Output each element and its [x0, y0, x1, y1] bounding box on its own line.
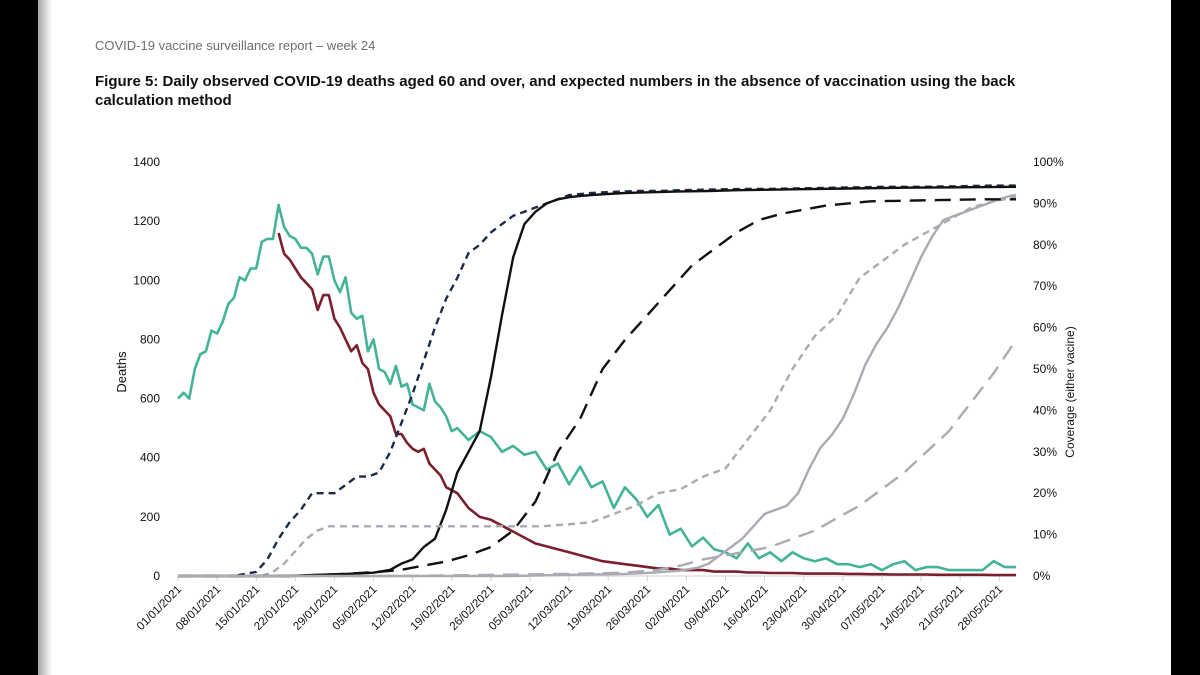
y2-axis-title: Coverage (either vacine): [1063, 326, 1077, 457]
report-page: COVID-19 vaccine surveillance report – w…: [38, 0, 1171, 675]
figure-title: Figure 5: Daily observed COVID-19 deaths…: [95, 73, 1016, 109]
series-line-coverage-dose-2-aged-70-79-late: [178, 339, 1017, 578]
series-line-coverage-dose-2-aged-80-second-dose-long-dash: [178, 198, 1016, 578]
series-line-observed-deaths-60: [177, 203, 1016, 572]
series-line-coverage-dose-1-aged-70-79: [178, 196, 1017, 578]
chart-canvas: 0 200 400 600 800 1000 1200 1400 0% 10% 20% 30% 40%…: [114, 155, 1077, 633]
y-axis-left: 0 200 400 600 800 1000 1200 1400: [133, 155, 160, 583]
y-tick-label: 0: [153, 569, 160, 583]
y-tick-label: 1400: [133, 155, 160, 169]
y-tick-label: 1200: [133, 214, 160, 228]
y-tick-label: 1000: [133, 273, 160, 287]
y2-tick-label: 0%: [1033, 569, 1051, 583]
y2-tick-label: 10%: [1033, 528, 1057, 542]
y-axis-title: Deaths: [114, 351, 129, 393]
x-axis: 01/01/202108/01/202115/01/202122/01/2021…: [135, 575, 1016, 633]
page-shadow-left: [38, 0, 52, 675]
y2-tick-label: 90%: [1033, 196, 1057, 210]
series-line-coverage-dose-2-aged-70-79: [178, 193, 1017, 578]
y2-tick-label: 100%: [1033, 155, 1064, 169]
y2-tick-label: 80%: [1033, 238, 1057, 252]
y-tick-label: 400: [140, 451, 160, 465]
y2-tick-label: 70%: [1033, 279, 1057, 293]
series-layer: [177, 184, 1017, 578]
y-tick-label: 200: [140, 510, 160, 524]
y2-tick-label: 40%: [1033, 403, 1057, 417]
y2-tick-label: 30%: [1033, 445, 1057, 459]
y-axis-right: 0% 10% 20% 30% 40% 50% 60% 70% 80% 90% 100%: [1033, 155, 1064, 583]
y-tick-label: 800: [140, 332, 160, 346]
y-tick-label: 600: [140, 392, 160, 406]
y2-tick-label: 20%: [1033, 486, 1057, 500]
report-header: COVID-19 vaccine surveillance report – w…: [95, 38, 376, 53]
y2-tick-label: 60%: [1033, 321, 1057, 335]
series-line-coverage-dose-1-aged-80: [178, 184, 1016, 578]
series-line-expected-deaths-in-absence-of-vaccination: [277, 232, 1016, 577]
y2-tick-label: 50%: [1033, 362, 1057, 376]
